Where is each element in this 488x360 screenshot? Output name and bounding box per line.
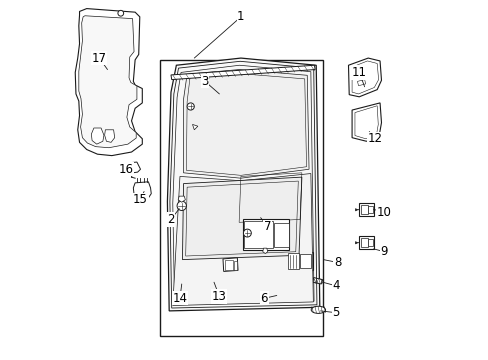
Text: 10: 10: [376, 206, 391, 219]
Bar: [286, 252, 312, 270]
Polygon shape: [133, 182, 151, 198]
Text: 4: 4: [331, 279, 339, 292]
Text: 3: 3: [201, 75, 208, 88]
Polygon shape: [211, 266, 218, 279]
Text: 13: 13: [211, 290, 226, 303]
Bar: [367, 206, 372, 213]
Text: 1: 1: [237, 10, 244, 23]
Ellipse shape: [264, 291, 281, 299]
Polygon shape: [351, 103, 381, 141]
Text: 11: 11: [351, 66, 366, 79]
Text: 12: 12: [367, 132, 382, 145]
Bar: [360, 238, 367, 247]
Bar: [287, 253, 298, 269]
Polygon shape: [262, 248, 267, 253]
Text: 5: 5: [331, 306, 339, 319]
Polygon shape: [104, 130, 115, 142]
Polygon shape: [172, 174, 313, 306]
Circle shape: [118, 10, 123, 16]
Bar: [242, 220, 289, 250]
Bar: [244, 221, 273, 248]
Polygon shape: [167, 58, 319, 311]
Polygon shape: [192, 125, 198, 130]
Ellipse shape: [310, 306, 325, 314]
Polygon shape: [128, 162, 140, 173]
Circle shape: [187, 103, 194, 110]
Polygon shape: [223, 258, 238, 271]
Polygon shape: [357, 80, 365, 86]
Polygon shape: [348, 58, 381, 97]
Polygon shape: [182, 177, 301, 260]
Polygon shape: [136, 198, 140, 202]
Bar: [300, 254, 310, 268]
Bar: [224, 260, 233, 270]
Polygon shape: [171, 65, 314, 80]
Text: 7: 7: [264, 220, 271, 233]
Polygon shape: [183, 69, 308, 178]
Text: 16: 16: [119, 163, 133, 176]
Bar: [233, 261, 237, 270]
Circle shape: [243, 229, 251, 237]
Polygon shape: [175, 277, 184, 285]
Text: 14: 14: [172, 292, 187, 305]
Polygon shape: [91, 128, 104, 144]
Bar: [359, 203, 373, 216]
Polygon shape: [75, 9, 142, 156]
Polygon shape: [79, 16, 137, 148]
Text: 9: 9: [380, 245, 387, 258]
Bar: [274, 223, 288, 247]
Circle shape: [177, 201, 186, 211]
Text: 2: 2: [167, 213, 174, 226]
Text: 15: 15: [133, 193, 148, 206]
Bar: [360, 205, 367, 215]
Text: 17: 17: [92, 51, 106, 64]
Text: 8: 8: [333, 256, 341, 269]
Polygon shape: [312, 278, 322, 284]
Bar: [160, 60, 323, 336]
Polygon shape: [178, 196, 185, 202]
Text: 6: 6: [260, 292, 267, 305]
Bar: [359, 236, 373, 249]
Bar: [367, 239, 372, 246]
